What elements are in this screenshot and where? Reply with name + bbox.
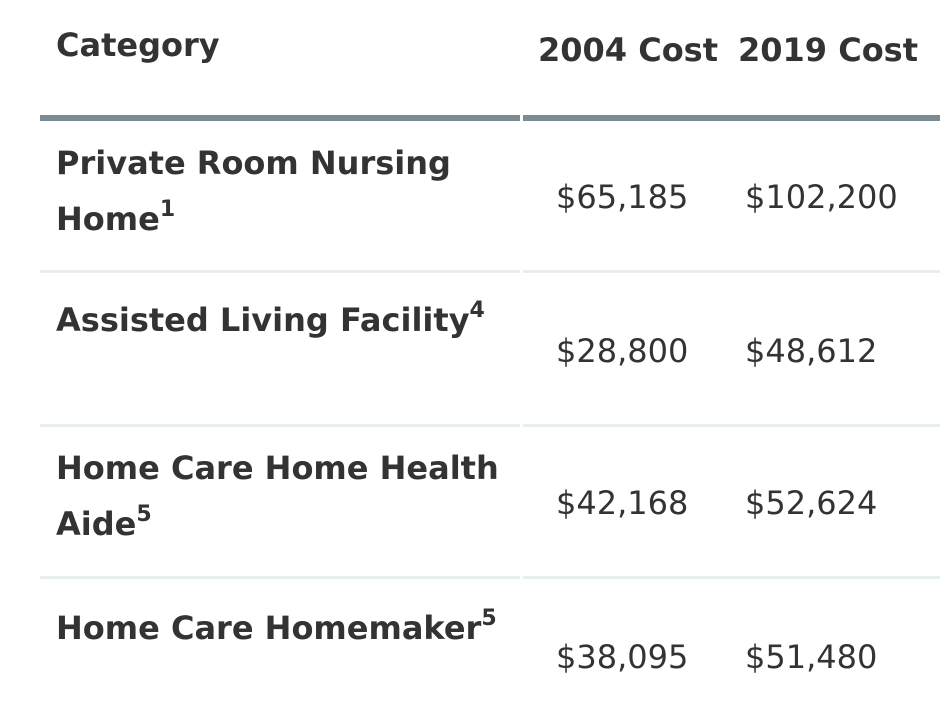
row-category: Home Care Homemaker5 [56,606,497,648]
footnote-marker: 1 [159,197,176,222]
row-divider [40,270,520,273]
footnote-marker: 4 [469,298,485,323]
row-2004-cost: $38,095 [556,638,689,676]
footnote-marker: 5 [136,502,152,527]
column-header-category: Category [56,26,220,64]
row-divider [523,424,940,427]
header-rule [523,115,940,121]
row-2004-cost: $65,185 [556,178,689,216]
row-divider [40,576,520,579]
row-category: Home Care Home Health Aide5 [56,449,499,543]
header-rule [40,115,520,121]
footnote-marker: 5 [481,606,497,631]
row-2019-cost: $48,612 [745,332,878,370]
row-divider [40,424,520,427]
row-divider [523,576,940,579]
row-2019-cost: $52,624 [745,484,878,522]
row-2004-cost: $42,168 [556,484,689,522]
row-2019-cost: $102,200 [745,178,898,216]
row-2004-cost: $28,800 [556,332,689,370]
row-category: Private Room Nursing Home1 [56,144,451,238]
row-2019-cost: $51,480 [745,638,878,676]
row-divider [523,270,940,273]
column-header-2019-cost: 2019 Cost [738,31,919,69]
row-category: Assisted Living Facility4 [56,298,485,340]
column-header-2004-cost: 2004 Cost [538,31,719,69]
